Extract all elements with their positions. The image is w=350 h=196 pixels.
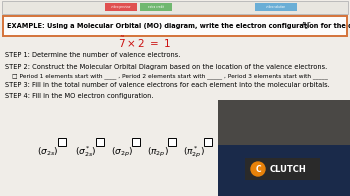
Text: $(\sigma_{2s})$: $(\sigma_{2s})$ — [37, 146, 59, 158]
FancyBboxPatch shape — [218, 145, 350, 196]
FancyBboxPatch shape — [255, 3, 297, 11]
Text: CLUTCH: CLUTCH — [270, 164, 307, 173]
FancyBboxPatch shape — [105, 3, 137, 11]
Text: $(\pi_{2p})$: $(\pi_{2p})$ — [147, 145, 169, 159]
FancyBboxPatch shape — [245, 158, 320, 180]
Bar — [96, 138, 104, 146]
Text: $(\sigma_{2p})$: $(\sigma_{2p})$ — [111, 145, 133, 159]
Text: STEP 3: Fill in the total number of valence electrons for each element into the : STEP 3: Fill in the total number of vale… — [5, 82, 330, 88]
Circle shape — [251, 162, 265, 176]
Bar — [168, 138, 176, 146]
Text: $(\sigma^*_{2s})$: $(\sigma^*_{2s})$ — [75, 144, 97, 160]
Text: video solution: video solution — [266, 5, 286, 9]
Bar — [204, 138, 212, 146]
Text: EXAMPLE: Using a Molecular Orbital (MO) diagram, write the electron configuratio: EXAMPLE: Using a Molecular Orbital (MO) … — [7, 23, 350, 29]
Text: $(\pi^*_{2p})$: $(\pi^*_{2p})$ — [183, 144, 205, 160]
FancyBboxPatch shape — [3, 16, 347, 36]
FancyBboxPatch shape — [2, 1, 348, 14]
Text: video preview: video preview — [111, 5, 131, 9]
FancyBboxPatch shape — [140, 3, 172, 11]
Text: □ Period 1 elements start with ____ , Period 2 elements start with _____ , Perio: □ Period 1 elements start with ____ , Pe… — [12, 73, 328, 79]
Text: C: C — [255, 164, 261, 173]
FancyBboxPatch shape — [218, 100, 350, 196]
Bar — [132, 138, 140, 146]
Text: extra credit: extra credit — [148, 5, 164, 9]
Bar — [58, 138, 66, 146]
Text: STEP 1: Determine the number of valence electrons.: STEP 1: Determine the number of valence … — [5, 52, 180, 58]
Text: STEP 4: Fill in the MO electron configuration.: STEP 4: Fill in the MO electron configur… — [5, 93, 154, 99]
Text: $\it{\~{7} \times 2\ =\ 1}$: $\it{\~{7} \times 2\ =\ 1}$ — [118, 34, 172, 50]
Text: $F_2^-$: $F_2^-$ — [301, 20, 312, 31]
Text: STEP 2: Construct the Molecular Orbital Diagram based on the location of the val: STEP 2: Construct the Molecular Orbital … — [5, 64, 327, 70]
